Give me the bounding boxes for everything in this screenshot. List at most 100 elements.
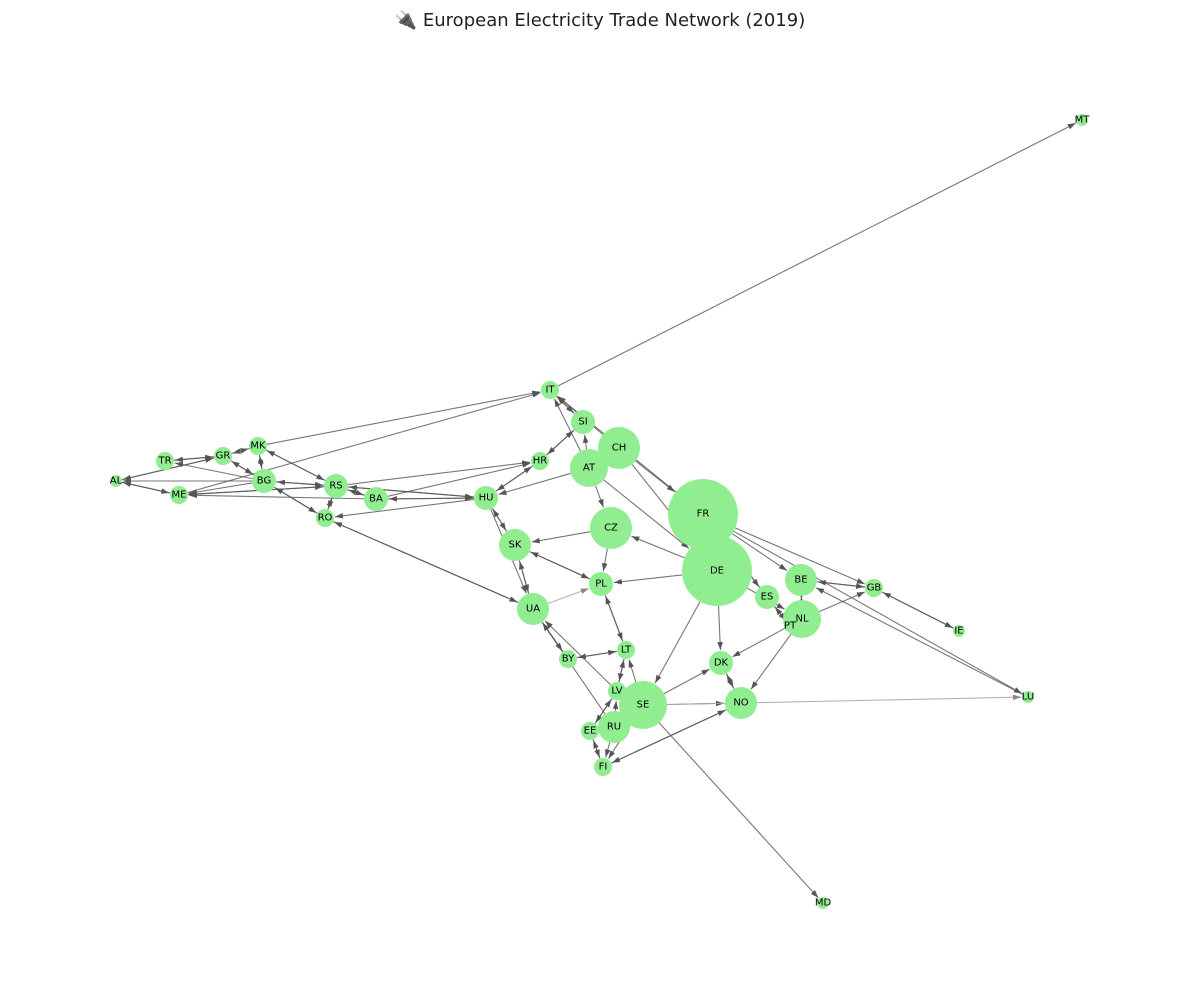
node-circle	[170, 486, 188, 504]
edge-gr-tr	[174, 456, 215, 463]
node-label: BG	[257, 476, 271, 487]
node-lu: LU	[1022, 691, 1034, 703]
edge-gb-be	[817, 579, 866, 588]
edge-gr-bg	[230, 460, 254, 475]
node-label: DE	[710, 566, 724, 577]
edge-gr-mk	[231, 448, 249, 455]
node-nl: NL	[783, 600, 821, 638]
node-circle	[474, 486, 498, 510]
edge-ua-pl	[547, 587, 589, 604]
node-circle	[589, 572, 613, 596]
node-circle	[619, 681, 667, 729]
node-label: CH	[612, 443, 627, 454]
node-circle	[110, 475, 122, 487]
edge-se-lu	[666, 694, 1022, 706]
node-label: GR	[216, 451, 231, 462]
edge-ba-rs	[348, 489, 365, 496]
node-circle	[594, 758, 612, 776]
node-circle	[608, 682, 626, 700]
node-circle	[364, 487, 388, 511]
edge-pl-sk	[530, 551, 591, 580]
node-label: MT	[1075, 115, 1091, 126]
node-label: SI	[578, 417, 587, 428]
edge-rs-hr	[347, 460, 531, 486]
node-circle	[784, 620, 796, 632]
node-circle	[156, 452, 174, 470]
node-circle	[324, 474, 348, 498]
node-sk: SK	[499, 529, 531, 561]
node-circle	[559, 650, 577, 668]
node-circle	[531, 452, 549, 470]
edge-me-rs	[187, 484, 324, 496]
node-label: SE	[637, 700, 650, 711]
edge-ba-me	[188, 492, 365, 500]
node-label: PT	[784, 621, 797, 632]
edge-rs-mk	[266, 450, 326, 482]
node-circle	[570, 449, 608, 487]
edge-mk-it	[266, 390, 541, 445]
node-at: AT	[570, 449, 608, 487]
node-gr: GR	[214, 447, 232, 465]
node-label: LU	[1022, 692, 1034, 703]
edge-ru-ua	[542, 622, 606, 715]
node-me: ME	[170, 486, 188, 504]
edge-hr-hu	[496, 465, 533, 492]
edge-cz-sk	[531, 531, 591, 544]
node-es: ES	[755, 585, 779, 609]
node-hu: HU	[474, 486, 498, 510]
edge-ba-hr	[387, 462, 531, 497]
node-label: TR	[157, 456, 171, 467]
node-pl: PL	[589, 572, 613, 596]
node-tr: TR	[156, 452, 174, 470]
edge-it-mt	[557, 122, 1077, 387]
edge-me-al	[122, 481, 171, 494]
node-circle	[668, 479, 738, 549]
edge-lv-ua	[544, 620, 611, 686]
node-fi: FI	[594, 758, 612, 776]
node-label: BE	[794, 575, 807, 586]
node-circle	[249, 437, 267, 455]
node-circle	[214, 447, 232, 465]
node-ch: CH	[598, 427, 640, 469]
node-label: RO	[318, 513, 333, 524]
node-label: RU	[607, 722, 621, 733]
node-circle	[785, 564, 817, 596]
node-label: ME	[172, 490, 187, 501]
edge-sk-hu	[492, 508, 508, 532]
node-label: EE	[584, 726, 597, 737]
node-ba: BA	[364, 487, 388, 511]
edge-lt-by	[577, 650, 618, 660]
edge-fi-ee	[592, 740, 601, 759]
node-ua: UA	[517, 593, 549, 625]
edge-fr-be	[731, 533, 788, 571]
node-label: MK	[250, 441, 266, 452]
edge-nl-dk	[732, 627, 786, 658]
node-mt: MT	[1075, 114, 1091, 126]
node-circle	[725, 687, 757, 719]
node-circle	[682, 536, 752, 606]
node-mk: MK	[249, 437, 267, 455]
edge-de-dk	[717, 605, 723, 651]
edge-bg-mk	[258, 455, 264, 470]
node-dk: DK	[709, 651, 733, 675]
node-label: DK	[714, 658, 729, 669]
node-label: BY	[562, 654, 575, 665]
edge-hu-ba	[388, 496, 475, 502]
edge-de-pl	[613, 574, 683, 585]
node-label: SK	[509, 540, 522, 551]
edge-rs-ro	[327, 497, 334, 509]
edge-ru-fi	[605, 742, 611, 758]
edge-se-dk	[663, 668, 710, 695]
edge-fr-lu	[733, 530, 1023, 695]
node-md: MD	[815, 897, 832, 909]
node-circle	[953, 625, 965, 637]
node-label: GB	[867, 583, 882, 594]
edges-layer	[121, 122, 1077, 899]
node-de: DE	[682, 536, 752, 606]
edge-at-hu	[498, 472, 571, 495]
edge-at-de	[603, 479, 690, 549]
node-circle	[252, 469, 276, 493]
edge-rs-bg	[276, 479, 325, 486]
node-label: RS	[329, 481, 342, 492]
node-label: MD	[815, 898, 832, 909]
